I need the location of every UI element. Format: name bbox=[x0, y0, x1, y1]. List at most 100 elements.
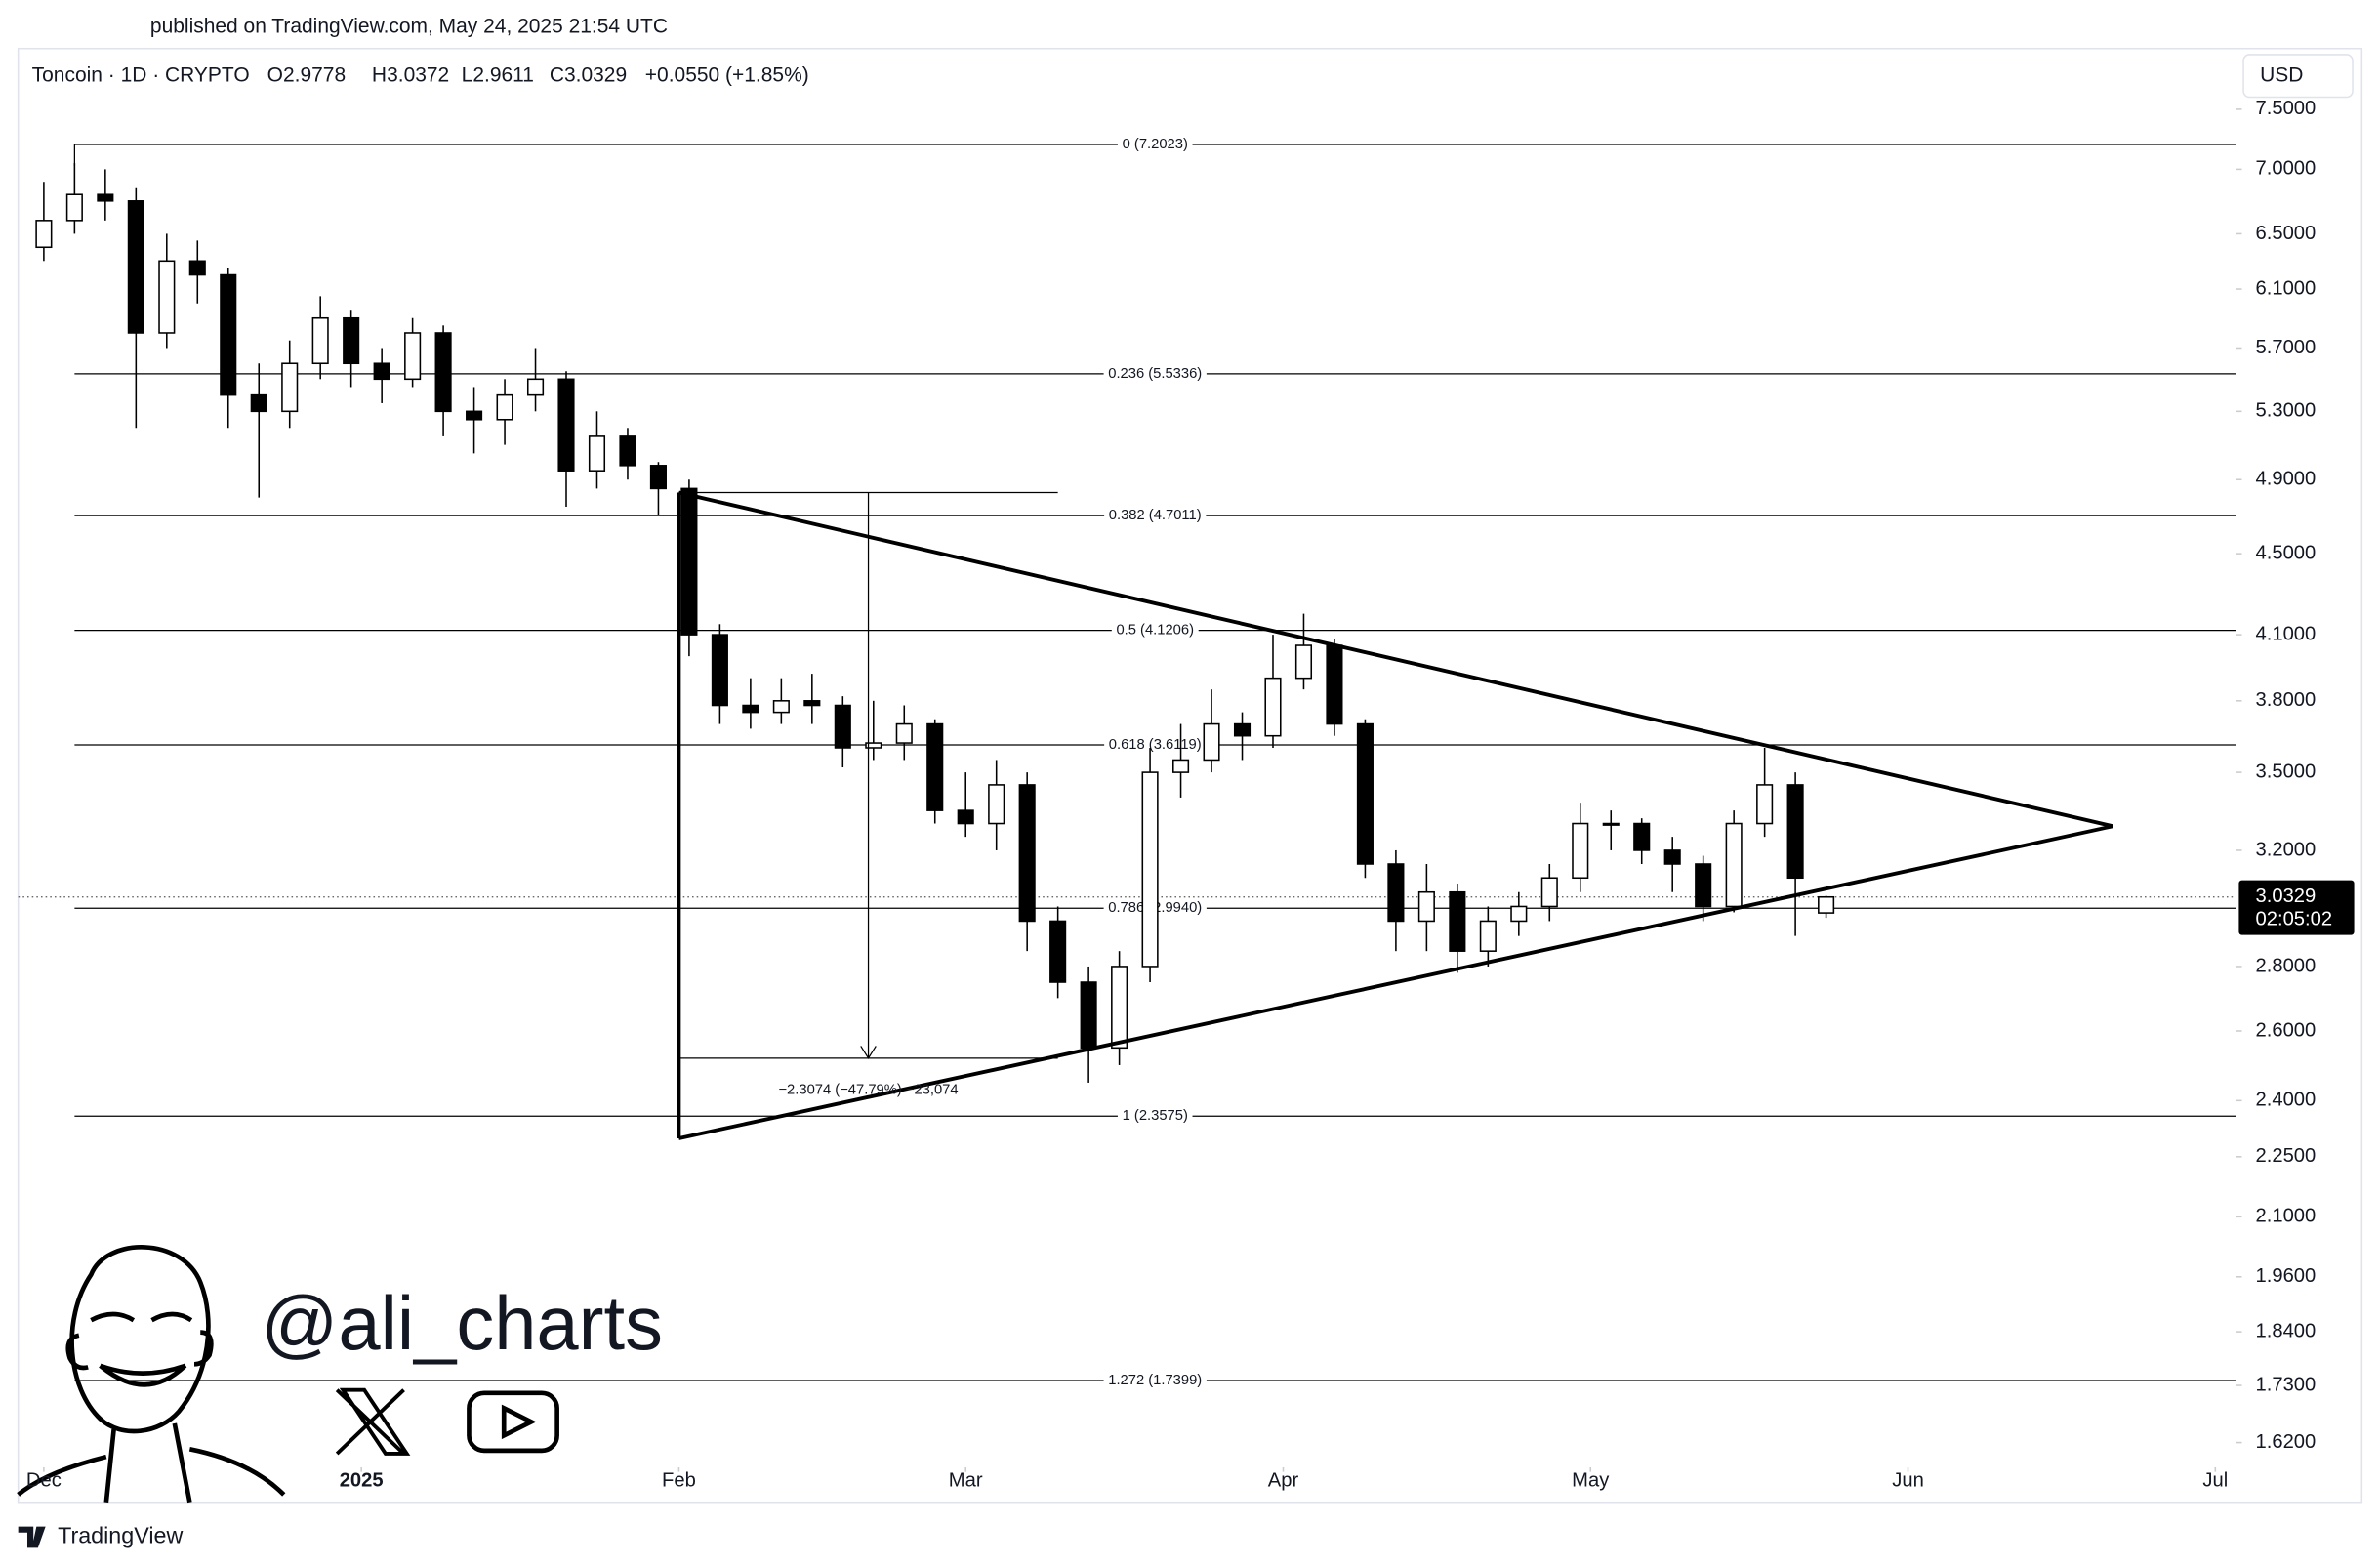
candle-body bbox=[1633, 822, 1651, 851]
candle-body bbox=[158, 260, 176, 334]
social-icons bbox=[335, 1387, 559, 1456]
candle-body bbox=[526, 378, 545, 396]
y-tick-label: 6.5000 bbox=[2256, 223, 2317, 244]
candle-body bbox=[1602, 822, 1620, 826]
fib-label: 0.618 (3.6119) bbox=[1109, 737, 1202, 753]
x-tick-label: 2025 bbox=[340, 1469, 384, 1491]
fib-label-bg bbox=[1117, 1106, 1193, 1126]
y-tick-label: 2.2500 bbox=[2256, 1145, 2317, 1167]
x-tick-label: Apr bbox=[1268, 1469, 1299, 1491]
y-tick-label: 1.7300 bbox=[2256, 1374, 2317, 1395]
symbol: Toncoin · 1D · CRYPTO bbox=[32, 63, 250, 86]
trendline bbox=[677, 490, 2113, 829]
candle-body bbox=[1510, 905, 1528, 923]
ohlc-high: H3.0372 bbox=[372, 63, 449, 86]
candle-body bbox=[1786, 784, 1804, 880]
candle-body bbox=[1695, 863, 1712, 908]
candle-body bbox=[1572, 822, 1589, 880]
candle-body bbox=[496, 393, 513, 421]
candle-body bbox=[1111, 966, 1128, 1050]
fib-label-bg bbox=[1117, 135, 1193, 154]
symbol-legend: Toncoin · 1D · CRYPTO O2.9778 H3.0372 L2… bbox=[32, 63, 809, 86]
fib-label-bg bbox=[1103, 1371, 1207, 1390]
candle-body bbox=[434, 332, 452, 413]
candle-body bbox=[926, 722, 944, 811]
candle-body bbox=[1080, 981, 1097, 1050]
candle-body bbox=[1356, 722, 1374, 865]
ohlc-close: C3.0329 bbox=[550, 63, 627, 86]
y-tick-label: 3.2000 bbox=[2256, 839, 2317, 860]
candle-body bbox=[895, 722, 913, 744]
candle-body bbox=[1018, 784, 1036, 923]
last-price-label: 3.0329 bbox=[2256, 886, 2317, 907]
x-tick-label: Jun bbox=[1892, 1469, 1924, 1491]
candle-body bbox=[803, 700, 821, 707]
candle-body bbox=[1417, 890, 1435, 923]
x-tick-label: Jul bbox=[2202, 1469, 2228, 1491]
measure-arrowhead bbox=[860, 1046, 877, 1060]
candle-body bbox=[680, 487, 698, 636]
fib-label: 0 (7.2023) bbox=[1123, 137, 1188, 152]
candle-body bbox=[373, 362, 390, 381]
candle-body bbox=[588, 435, 606, 472]
candle-body bbox=[557, 378, 575, 472]
currency-button[interactable] bbox=[2242, 54, 2354, 99]
y-tick-label: 2.1000 bbox=[2256, 1206, 2317, 1227]
candle-body bbox=[619, 435, 636, 467]
brand: TradingView bbox=[18, 1523, 183, 1548]
candle-body bbox=[343, 316, 360, 365]
fib-label-bg bbox=[1104, 506, 1207, 525]
y-tick-label: 5.7000 bbox=[2256, 337, 2317, 358]
candle-body bbox=[1203, 722, 1220, 762]
candle-body bbox=[1326, 644, 1343, 725]
candle-body bbox=[1479, 920, 1497, 952]
candle-body bbox=[1387, 863, 1405, 923]
candle-body bbox=[865, 742, 882, 749]
candle-body bbox=[1449, 890, 1466, 952]
y-tick-label: 3.8000 bbox=[2256, 689, 2317, 711]
watermark-handle: @ali_charts bbox=[261, 1282, 663, 1366]
y-tick-label: 7.0000 bbox=[2256, 158, 2317, 180]
candle-body bbox=[1264, 677, 1282, 737]
published-note: published on TradingView.com, May 24, 20… bbox=[150, 16, 668, 38]
currency[interactable]: USD bbox=[2260, 63, 2303, 86]
ohlc-open: O2.9778 bbox=[267, 63, 346, 86]
y-tick-label: 6.1000 bbox=[2256, 277, 2317, 299]
candle-body bbox=[957, 809, 974, 825]
candle-body bbox=[772, 700, 790, 714]
candle-body bbox=[1756, 784, 1774, 825]
candle-body bbox=[1294, 644, 1313, 680]
candle-body bbox=[281, 362, 299, 413]
fib-label: 1 (2.3575) bbox=[1123, 1108, 1188, 1124]
fib-label-bg bbox=[1111, 621, 1199, 639]
y-tick-label: 5.3000 bbox=[2256, 400, 2317, 422]
last-price-box bbox=[2238, 880, 2355, 935]
y-tick-label: 3.5000 bbox=[2256, 761, 2317, 782]
fib-label: 0.5 (4.1206) bbox=[1116, 623, 1194, 639]
measure-label: −2.3074 (−47.79%) −23,074 bbox=[778, 1082, 958, 1097]
candle-body bbox=[35, 220, 53, 249]
candle-body bbox=[1725, 822, 1743, 908]
candle-body bbox=[1663, 849, 1681, 865]
y-tick-label: 4.5000 bbox=[2256, 542, 2317, 563]
y-tick-label: 2.6000 bbox=[2256, 1019, 2317, 1041]
candle-body bbox=[220, 273, 237, 396]
candle-body bbox=[1172, 759, 1190, 773]
y-tick-label: 1.6200 bbox=[2256, 1431, 2317, 1453]
y-tick-label: 7.5000 bbox=[2256, 98, 2317, 119]
candle-body bbox=[1540, 877, 1558, 908]
fib-label: 1.272 (1.7399) bbox=[1108, 1373, 1202, 1388]
candle-body bbox=[711, 634, 728, 707]
candle-body bbox=[1049, 920, 1067, 983]
fib-label: 0.382 (4.7011) bbox=[1109, 508, 1202, 523]
x-tick-label: May bbox=[1572, 1469, 1610, 1491]
candle-body bbox=[988, 784, 1005, 825]
candle-body bbox=[188, 260, 206, 276]
x-tick-label: Mar bbox=[949, 1469, 983, 1491]
y-tick-label: 2.4000 bbox=[2256, 1090, 2317, 1111]
x-tick-label: Dec bbox=[26, 1469, 62, 1491]
fib-label: 0.236 (5.5336) bbox=[1108, 366, 1202, 382]
y-tick-label: 4.9000 bbox=[2256, 469, 2317, 490]
